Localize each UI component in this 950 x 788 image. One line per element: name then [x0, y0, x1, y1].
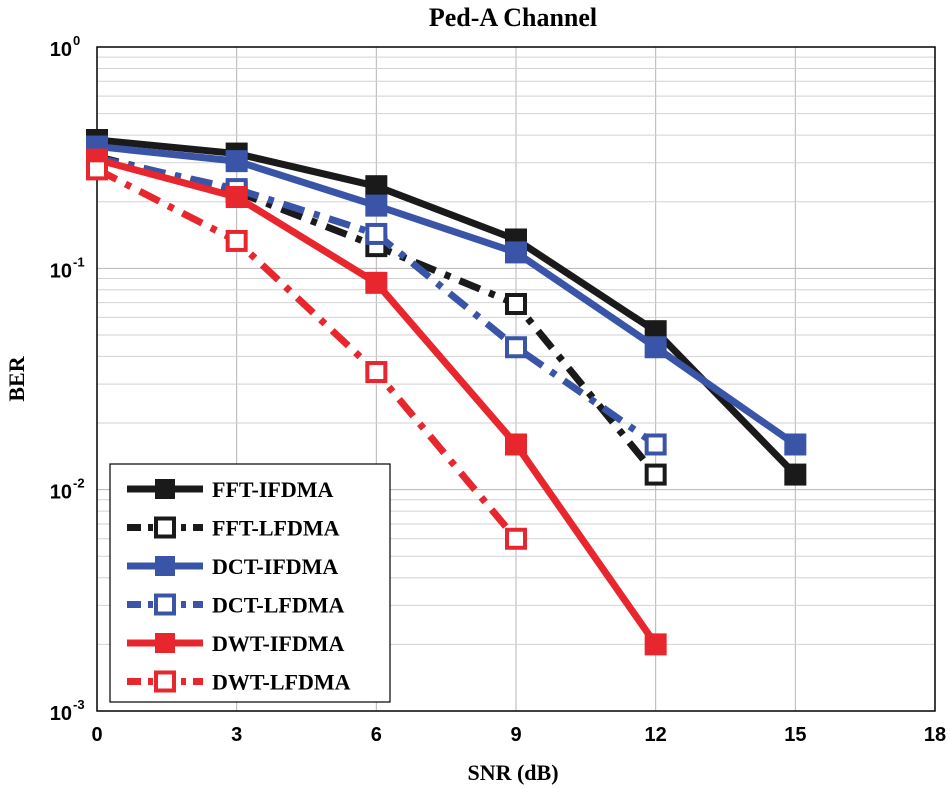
legend-marker: [154, 593, 176, 616]
series-dwt-lfdma: [86, 158, 527, 550]
legend-label: FFT-IFDMA: [212, 477, 334, 502]
plot-frame: [96, 46, 936, 712]
legend-item-fft-ifdma: FFT-IFDMA: [127, 477, 334, 502]
legend-label: DWT-LFDMA: [212, 670, 351, 695]
data-point: [505, 293, 527, 316]
y-tick-label-1: 10: [50, 260, 72, 282]
chart-title: Ped-A Channel: [429, 3, 597, 32]
data-point: [225, 150, 248, 173]
x-tick-label-6: 18: [924, 724, 946, 746]
x-tick-label-5: 15: [784, 724, 806, 746]
data-point: [505, 336, 527, 359]
legend-item-fft-lfdma: FFT-LFDMA: [127, 516, 340, 541]
y-axis-label: BER: [4, 355, 29, 401]
data-point: [225, 229, 248, 252]
x-tick-label-2: 6: [371, 724, 382, 746]
data-point: [365, 222, 388, 245]
data-point: [644, 633, 667, 656]
legend: FFT-IFDMA FFT-LFDMA DCT-IFDMA DCT-LFDMA DWT-…: [109, 463, 391, 703]
legend-box: [109, 463, 391, 703]
data-point: [365, 175, 388, 198]
data-point: [365, 271, 388, 294]
x-tick-labels: 0 3 6 9 12 15 18: [91, 724, 946, 746]
y-tick-exponent-2: -2: [73, 476, 85, 491]
y-tick-label-0: 10: [50, 39, 72, 61]
legend-item-dct-lfdma: DCT-LFDMA: [127, 593, 345, 618]
y-tick-label-3: 10: [50, 703, 72, 725]
data-point: [505, 433, 527, 456]
y-tick-label-2: 10: [50, 482, 72, 504]
series-line-dwt-lfdma: [95, 166, 519, 542]
data-point: [784, 433, 807, 456]
data-point: [784, 463, 807, 486]
data-point: [644, 463, 667, 486]
data-point: [365, 361, 388, 384]
data-point: [644, 433, 667, 456]
data-point: [225, 186, 248, 209]
series-line-fft-ifdma: [96, 136, 798, 478]
x-tick-label-4: 12: [645, 724, 667, 746]
x-tick-label-3: 9: [510, 724, 521, 746]
data-point: [644, 336, 667, 359]
series-line-dct-ifdma: [96, 143, 798, 448]
legend-marker: [155, 479, 175, 499]
legend-label: FFT-LFDMA: [212, 516, 340, 541]
legend-label: DCT-IFDMA: [212, 554, 338, 579]
series-layer: [86, 129, 807, 656]
legend-marker: [155, 556, 175, 576]
y-tick-exponent-0: 0: [73, 33, 80, 48]
legend-item-dct-ifdma: DCT-IFDMA: [127, 554, 338, 579]
x-tick-label-0: 0: [91, 724, 102, 746]
legend-label: DWT-IFDMA: [212, 631, 345, 656]
data-point: [505, 241, 527, 264]
data-point: [365, 194, 388, 217]
legend-label: DCT-LFDMA: [212, 593, 345, 618]
legend-item-dwt-ifdma: DWT-IFDMA: [127, 631, 345, 656]
legend-item-dwt-lfdma: DWT-LFDMA: [127, 670, 351, 695]
y-tick-exponent-1: -1: [73, 254, 85, 269]
x-tick-label-1: 3: [231, 724, 242, 746]
legend-marker: [154, 516, 176, 539]
y-tick-exponent-3: -3: [73, 697, 85, 712]
series-dct-ifdma: [86, 135, 807, 456]
data-point: [86, 158, 108, 181]
legend-marker: [155, 633, 175, 653]
x-axis-label: SNR (dB): [467, 760, 558, 785]
legend-marker: [154, 670, 176, 693]
data-point: [505, 527, 527, 550]
